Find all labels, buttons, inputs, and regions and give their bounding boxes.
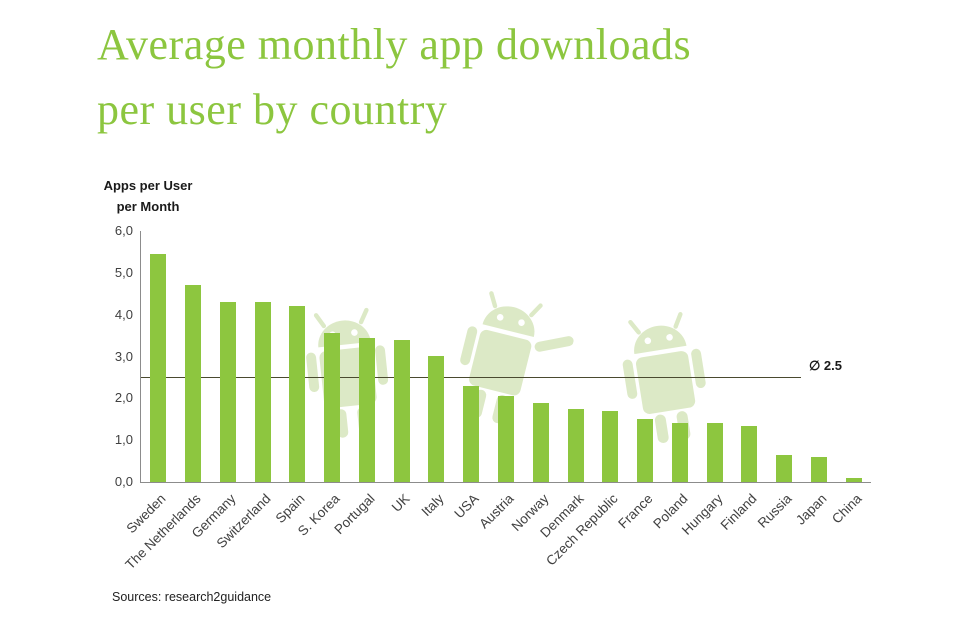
y-tick-label: 5,0 <box>114 264 133 280</box>
y-tick-label: 0,0 <box>114 474 133 489</box>
bar <box>289 306 306 482</box>
page-title: Average monthly app downloads per user by… <box>97 12 691 142</box>
y-axis-title-line-1: Apps per User <box>103 178 193 193</box>
plot-area: 0,0 1,0 2,0 3,0 4,0 5,0 6,0 ∅ 2.5 Sweden The Ne… <box>115 223 871 572</box>
bar <box>393 340 410 482</box>
bar <box>463 386 480 482</box>
y-tick-label: 4,0 <box>114 306 133 322</box>
title-line-1: Average monthly app downloads <box>97 20 692 69</box>
bar <box>428 356 445 482</box>
bar <box>637 419 654 482</box>
y-tick-label: 6,0 <box>114 223 133 238</box>
bar <box>324 333 341 482</box>
bar <box>602 411 619 482</box>
bar <box>776 455 793 482</box>
bar <box>845 478 862 482</box>
bar <box>358 338 375 482</box>
bar <box>810 457 827 482</box>
bar <box>150 254 167 482</box>
android-robot-icon <box>589 299 745 485</box>
y-tick-label: 1,0 <box>114 432 133 448</box>
bar <box>185 285 202 482</box>
source-note: Sources: research2guidance <box>112 590 272 604</box>
bar <box>532 403 549 482</box>
title-line-2: per user by country <box>97 85 448 134</box>
bar <box>706 423 723 482</box>
bar <box>567 409 584 482</box>
y-tick-label: 2,0 <box>114 390 133 406</box>
y-axis-title-line-2: per Month <box>116 199 180 214</box>
average-line-label: ∅ 2.5 <box>809 358 843 373</box>
bar <box>254 302 271 482</box>
bar <box>741 426 758 482</box>
y-axis-title: Apps per User per Month <box>96 175 200 217</box>
bar <box>219 302 236 482</box>
bar <box>498 396 514 482</box>
y-tick-label: 3,0 <box>114 348 133 364</box>
average-line <box>141 377 801 378</box>
bar <box>671 423 688 482</box>
